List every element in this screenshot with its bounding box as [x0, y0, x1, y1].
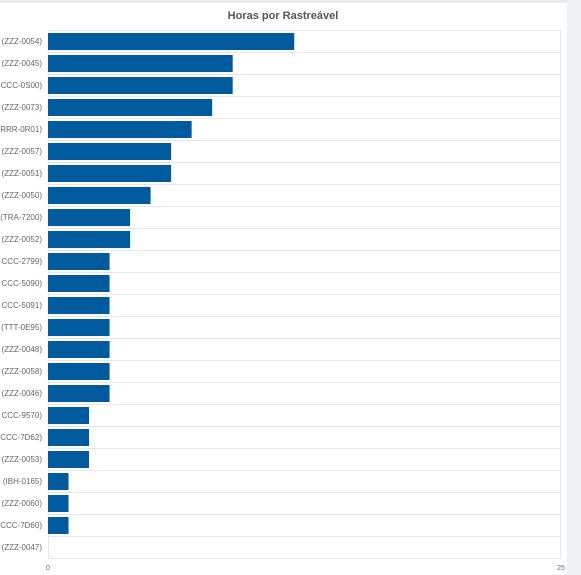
category-label: CCC-5091) — [2, 301, 43, 310]
category-label: (ZZZ-0051) — [2, 169, 43, 178]
bar[interactable] — [48, 341, 110, 358]
bar[interactable] — [48, 473, 69, 490]
bar[interactable] — [48, 275, 110, 292]
category-label: (ZZZ-0060) — [2, 499, 43, 508]
category-labels: (ZZZ-0054) (ZZZ-0045) CCC-0S00) (ZZZ-0073) R… — [0, 37, 42, 552]
bar[interactable] — [48, 99, 213, 116]
bar[interactable] — [48, 33, 295, 50]
bar[interactable] — [48, 451, 90, 468]
bar[interactable] — [48, 165, 172, 182]
bar[interactable] — [48, 429, 90, 446]
bar[interactable] — [48, 253, 110, 270]
category-label: CCC-9570) — [2, 411, 43, 420]
category-label: RRR-0R01) — [0, 125, 42, 134]
category-label: CCC-5090) — [2, 279, 43, 288]
category-label: (TRA-7200) — [0, 213, 42, 222]
bar[interactable] — [48, 319, 110, 336]
bars-group — [48, 33, 295, 534]
category-label: (ZZZ-0052) — [2, 235, 43, 244]
scrollbar-track[interactable] — [567, 0, 581, 575]
category-label: (ZZZ-0050) — [2, 191, 43, 200]
category-label: CCC-7D60) — [0, 521, 42, 530]
category-label: CCC-0S00) — [1, 81, 43, 90]
category-label: (ZZZ-0045) — [2, 59, 43, 68]
bar[interactable] — [48, 121, 192, 138]
category-label: (ZZZ-0046) — [2, 389, 43, 398]
grid-lines — [48, 30, 561, 559]
bar[interactable] — [48, 77, 233, 94]
category-label: (ZZZ-0058) — [2, 367, 43, 376]
category-label: (ZZZ-0048) — [2, 345, 43, 354]
category-label: (IBH-0165) — [3, 477, 42, 486]
bar[interactable] — [48, 209, 131, 226]
x-tick-label: 0 — [46, 565, 50, 572]
bar[interactable] — [48, 495, 69, 512]
category-label: (ZZZ-0073) — [2, 103, 43, 112]
x-tick-label: 25 — [557, 565, 565, 572]
category-label: (ZZZ-0054) — [2, 37, 43, 46]
bar[interactable] — [48, 385, 110, 402]
bar[interactable] — [48, 297, 110, 314]
bar[interactable] — [48, 231, 131, 248]
bar[interactable] — [48, 187, 151, 204]
category-label: (TTT-0E95) — [1, 323, 42, 332]
axis-ticks: 0 25 — [46, 565, 565, 572]
category-label: (ZZZ-0057) — [2, 147, 43, 156]
category-label: (ZZZ-0047) — [2, 543, 43, 552]
chart-title: Horas por Rastreável — [228, 10, 339, 22]
category-label: CCC-7D62) — [0, 433, 42, 442]
category-label: (ZZZ-0053) — [2, 455, 43, 464]
bar[interactable] — [48, 55, 233, 72]
bar[interactable] — [48, 143, 172, 160]
bar[interactable] — [48, 407, 90, 424]
bar[interactable] — [48, 363, 110, 380]
bar[interactable] — [48, 517, 69, 534]
category-label: CCC-2799) — [2, 257, 43, 266]
